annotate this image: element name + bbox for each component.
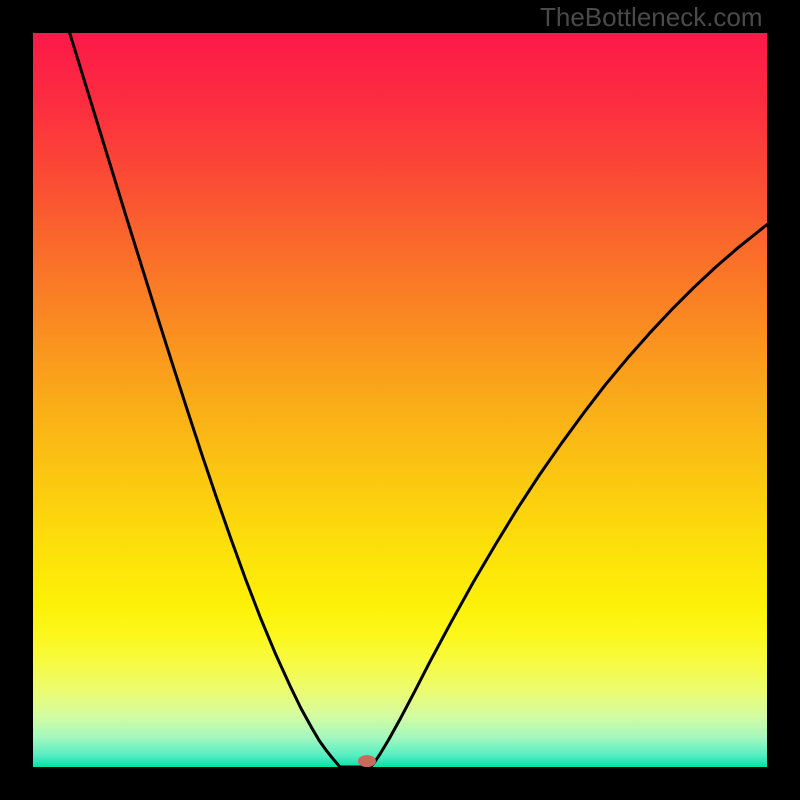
- plot-area: [33, 33, 767, 767]
- watermark-text: TheBottleneck.com: [540, 2, 763, 33]
- chart-wrapper: TheBottleneck.com: [0, 0, 800, 800]
- gradient-background: [33, 33, 767, 767]
- optimal-point-marker: [358, 755, 376, 767]
- plot-svg: [33, 33, 767, 767]
